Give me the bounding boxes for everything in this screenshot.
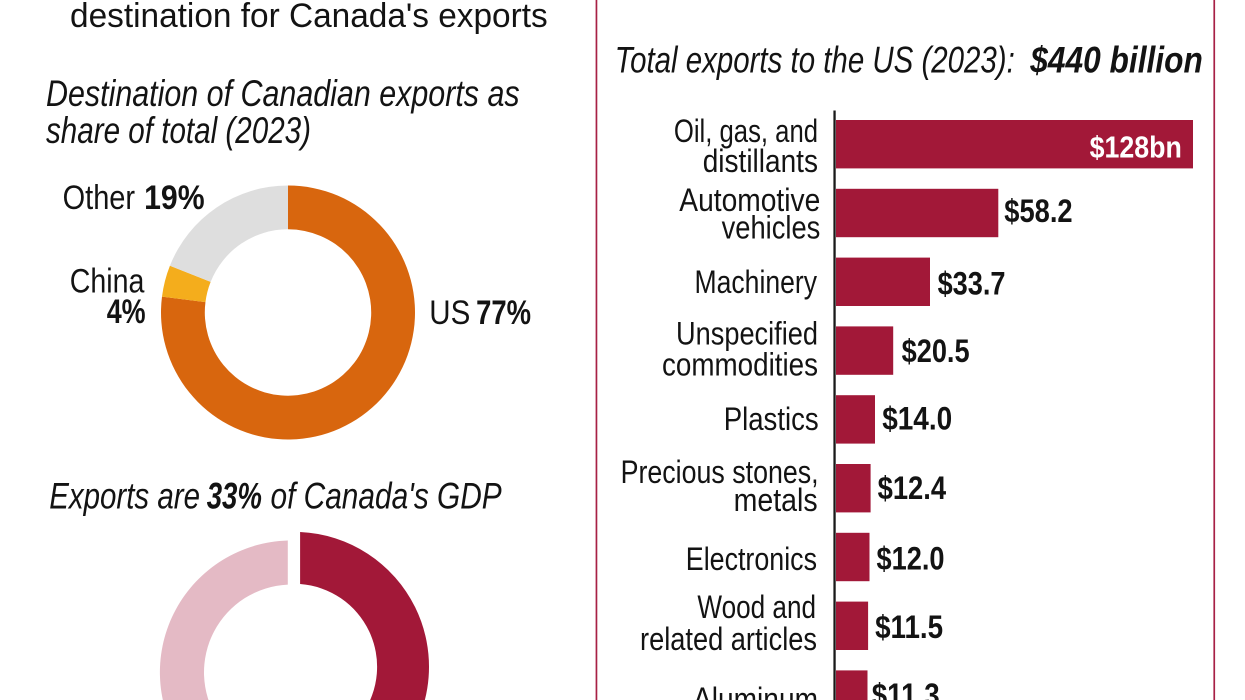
svg-text:$11.5: $11.5 [875,609,943,645]
svg-text:$440 billion: $440 billion [1029,40,1202,81]
svg-text:commodities: commodities [662,347,818,383]
svg-text:$128bn: $128bn [1090,129,1182,164]
svg-text:19%: 19% [144,179,205,217]
svg-text:4%: 4% [107,293,146,331]
svg-text:destination for Canada's expor: destination for Canada's exports [70,0,548,35]
svg-text:Wood and: Wood and [697,589,816,625]
svg-text:share of total (2023): share of total (2023) [46,110,311,151]
svg-text:distillants: distillants [703,143,818,179]
svg-text:Electronics: Electronics [686,541,817,577]
svg-text:Other: Other [63,179,136,217]
svg-text:vehicles: vehicles [722,209,821,245]
svg-text:related articles: related articles [640,621,817,657]
svg-text:$12.0: $12.0 [877,541,945,577]
svg-text:China: China [70,263,145,301]
svg-text:$14.0: $14.0 [882,400,952,436]
svg-text:77%: 77% [476,294,531,332]
svg-text:Total exports to the US (2023): Total exports to the US (2023): [615,40,1015,81]
svg-text:metals: metals [734,482,818,518]
svg-text:Aluminum: Aluminum [693,681,818,700]
svg-text:$20.5: $20.5 [902,333,970,369]
svg-text:Destination of Canadian export: Destination of Canadian exports as [46,73,520,114]
svg-text:Oil, gas, and: Oil, gas, and [674,113,818,149]
svg-text:$11.3: $11.3 [872,677,940,700]
svg-text:Exports are: Exports are [49,475,200,516]
svg-text:$58.2: $58.2 [1004,193,1072,229]
svg-text:33%: 33% [207,475,262,516]
svg-text:of Canada's GDP: of Canada's GDP [271,475,502,516]
svg-text:US: US [429,294,470,332]
svg-text:$12.4: $12.4 [878,470,947,506]
svg-text:Automotive: Automotive [679,182,820,218]
svg-text:Precious stones,: Precious stones, [621,454,819,490]
svg-text:$33.7: $33.7 [938,266,1006,302]
svg-text:Machinery: Machinery [695,264,818,300]
svg-text:Plastics: Plastics [724,401,819,437]
svg-text:Unspecified: Unspecified [676,316,818,352]
